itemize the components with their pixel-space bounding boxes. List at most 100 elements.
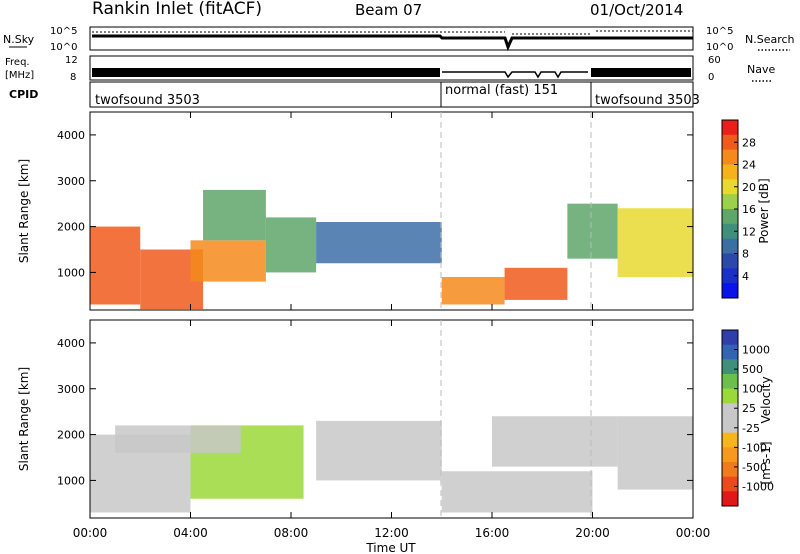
freq-tick-high: 12 [65, 55, 78, 66]
power-colorbar-swatch-1 [722, 134, 738, 151]
velocity-ytick-label-3: 4000 [57, 337, 85, 350]
power-colorbar-swatch-0 [722, 120, 738, 136]
power-region-9 [617, 208, 693, 277]
velocity-colorbar-unit: [m s-1] [759, 441, 773, 484]
velocity-colorbar-swatch-5 [722, 403, 738, 419]
power-colorbar-swatch-4 [722, 179, 738, 195]
nsky-tick-high: 10^5 [50, 26, 77, 37]
power-colorbar-swatch-5 [722, 194, 738, 210]
velocity-colorbar-label-2: 100 [742, 383, 763, 396]
velocity-region-2 [115, 425, 241, 453]
nsky-trace [92, 34, 693, 52]
freq-tick-low: 8 [70, 72, 76, 83]
velocity-colorbar-label-6: -500 [742, 461, 767, 474]
xtick-label-5: 20:00 [575, 526, 610, 540]
time-axis: 00:00 04:00 08:00 12:00 16:00 20:00 00:00 [73, 112, 711, 540]
power-colorbar-label-4: 12 [742, 225, 756, 238]
velocity-colorbar-swatch-8 [722, 447, 738, 463]
power-colorbar-label-3: 16 [742, 203, 756, 216]
velocity-colorbar-swatch-9 [722, 462, 738, 478]
velocity-colorbar-frame [721, 329, 739, 507]
power-region-6 [441, 277, 505, 305]
nsearch-tick-high: 10^5 [706, 26, 733, 37]
power-region-7 [504, 267, 568, 300]
nsky-tick-low: 10^0 [50, 42, 77, 53]
freq-unit: [MHz] [5, 70, 34, 81]
xtick-label-1: 04:00 [173, 526, 208, 540]
velocity-heatmap [90, 416, 693, 513]
power-colorbar-swatch-7 [722, 223, 738, 240]
velocity-colorbar-label: Velocity [759, 376, 773, 423]
power-region-2 [190, 240, 266, 282]
power-colorbar: 28 24 20 16 12 8 4 Power [dB] [721, 119, 771, 299]
power-ylabel: Slant Range [km] [17, 159, 31, 263]
nave-tick-high: 60 [708, 55, 721, 66]
power-ytick-label-3: 4000 [57, 129, 85, 142]
power-region-8 [567, 203, 618, 259]
cpid-segment-2: normal (fast) 151 [445, 83, 558, 98]
xtick-label-3: 12:00 [374, 526, 409, 540]
power-colorbar-swatch-11 [722, 283, 738, 299]
xtick-label-2: 08:00 [274, 526, 309, 540]
power-colorbar-label-1: 24 [742, 159, 756, 172]
nave-tick-low: 0 [708, 72, 714, 83]
velocity-colorbar-swatch-1 [722, 344, 738, 360]
velocity-region-3 [316, 420, 442, 481]
cpid-segment-1: twofsound 3503 [95, 93, 200, 108]
station-title: Rankin Inlet (fitACF) [92, 0, 262, 19]
freq-frame [89, 55, 694, 81]
power-region-4 [265, 217, 317, 273]
power-colorbar-swatch-8 [722, 238, 738, 254]
nave-label: Nave [747, 63, 775, 76]
power-region-5 [316, 222, 442, 264]
velocity-colorbar-label-3: 25 [742, 402, 756, 415]
power-colorbar-swatch-9 [722, 253, 738, 269]
velocity-colorbar-swatch-10 [722, 476, 738, 492]
velocity-colorbar-swatch-3 [722, 374, 738, 390]
time-axis-label: Time UT [365, 541, 416, 554]
freq-label: Freq. [5, 57, 30, 68]
power-region-3 [203, 189, 266, 241]
velocity-region-6 [617, 416, 693, 490]
velocity-colorbar-swatch-7 [722, 432, 738, 448]
power-colorbar-swatch-6 [722, 209, 738, 225]
velocity-panel: Slant Range [km] 1000 2000 3000 4000 [17, 319, 694, 519]
cpid-strip: CPID twofsound 3503 normal (fast) 151 tw… [9, 81, 700, 108]
power-colorbar-label-2: 20 [742, 181, 756, 194]
velocity-colorbar-label-1: 500 [742, 363, 763, 376]
power-colorbar-label-5: 8 [742, 248, 749, 261]
velocity-colorbar-swatch-4 [722, 388, 738, 404]
velocity-colorbar-label-7: -1000 [742, 480, 774, 493]
freq-strip: Freq. [MHz] 12 8 60 0 Nave [5, 55, 775, 83]
cpid-frame [89, 81, 694, 108]
power-colorbar-swatch-2 [722, 149, 738, 165]
freq-band-1 [92, 68, 440, 77]
xtick-label-6: 00:00 [676, 526, 711, 540]
power-ytick-label-2: 3000 [57, 175, 85, 188]
velocity-colorbar-swatch-6 [722, 418, 738, 434]
velocity-ytick-label-0: 1000 [57, 474, 85, 487]
nsky-strip: N.Sky 10^5 10^0 10^5 10^0 N.Search [3, 26, 795, 53]
power-panel: Slant Range [km] 1000 2000 3000 4000 [17, 111, 694, 311]
velocity-colorbar: 1000 500 100 25 -25 -100 -500 -1000 Velocity [m… [721, 329, 774, 507]
velocity-colorbar-swatch-2 [722, 359, 738, 375]
power-colorbar-swatch-10 [722, 268, 738, 284]
velocity-colorbar-swatch-11 [722, 491, 738, 507]
velocity-ylabel: Slant Range [km] [17, 367, 31, 471]
power-colorbar-label: Power [dB] [757, 178, 771, 243]
power-region-0 [90, 226, 141, 305]
velocity-region-5 [492, 416, 618, 467]
xtick-label-4: 16:00 [475, 526, 510, 540]
velocity-colorbar-swatch-0 [722, 330, 738, 346]
xtick-label-0: 00:00 [73, 526, 108, 540]
cpid-segment-3: twofsound 3503 [595, 93, 700, 108]
cpid-label: CPID [9, 88, 38, 101]
nsearch-label: N.Search [745, 33, 795, 46]
nsky-label: N.Sky [3, 33, 35, 46]
velocity-colorbar-label-5: -100 [742, 441, 767, 454]
date-label: 01/Oct/2014 [590, 1, 683, 19]
power-colorbar-label-6: 4 [742, 270, 749, 283]
velocity-colorbar-label-4: -25 [742, 422, 760, 435]
nsearch-trace [92, 30, 693, 35]
